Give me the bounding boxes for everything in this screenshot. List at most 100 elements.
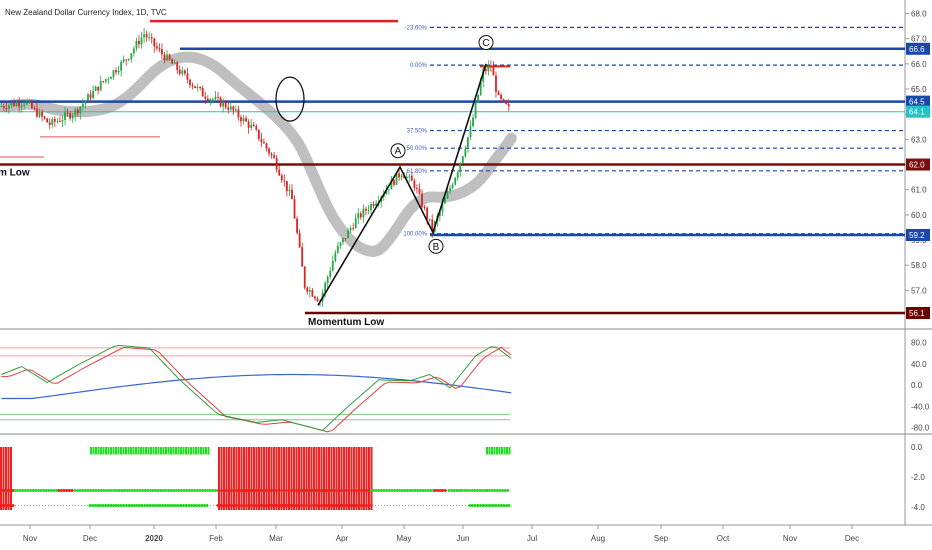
signal-dot bbox=[377, 489, 381, 492]
candle-body bbox=[365, 208, 367, 211]
signal-dot bbox=[161, 489, 165, 492]
histogram-bar bbox=[348, 447, 350, 510]
signal-dot bbox=[151, 489, 155, 492]
histogram-bar bbox=[253, 447, 255, 510]
price-badge bbox=[906, 95, 930, 108]
time-tick-label: Jun bbox=[457, 534, 470, 543]
signal-dot bbox=[488, 489, 492, 492]
signal-dot bbox=[336, 504, 340, 507]
candle-body bbox=[339, 242, 342, 247]
signal-dot bbox=[324, 489, 328, 492]
histogram-bar bbox=[325, 447, 328, 510]
time-tick-label: Nov bbox=[783, 534, 797, 543]
histogram-bar bbox=[235, 447, 238, 510]
candle-body bbox=[158, 48, 161, 50]
histogram-bar bbox=[95, 447, 97, 455]
signal-dot bbox=[443, 489, 447, 492]
histogram-bar bbox=[112, 447, 115, 455]
oscillator-1-tick-label: 0.0 bbox=[911, 381, 923, 390]
candle-body bbox=[61, 120, 64, 122]
signal-dot bbox=[256, 489, 260, 492]
signal-dot bbox=[96, 504, 100, 507]
candle-body bbox=[163, 54, 166, 61]
candle-body bbox=[469, 126, 472, 138]
signal-dot bbox=[133, 489, 137, 492]
signal-dot bbox=[86, 489, 90, 492]
signal-dot bbox=[176, 504, 180, 507]
signal-dot bbox=[347, 489, 351, 492]
candle-body bbox=[79, 106, 82, 114]
candle-body bbox=[69, 113, 72, 119]
candle-body bbox=[500, 94, 502, 100]
signal-dot bbox=[468, 489, 472, 492]
signal-dot bbox=[282, 489, 286, 492]
signal-dot bbox=[452, 489, 456, 492]
candle-body bbox=[247, 121, 250, 128]
signal-dot bbox=[489, 504, 493, 507]
signal-dot bbox=[193, 489, 197, 492]
candle-body bbox=[252, 124, 255, 127]
histogram-bar bbox=[195, 447, 197, 455]
candle-body bbox=[18, 102, 21, 107]
signal-dot bbox=[331, 489, 335, 492]
signal-dot bbox=[114, 504, 118, 507]
candle-body bbox=[331, 260, 334, 271]
candle-body bbox=[416, 187, 418, 189]
histogram-bar bbox=[197, 447, 200, 455]
candle-body bbox=[99, 81, 102, 91]
signal-dot bbox=[197, 504, 201, 507]
signal-dot bbox=[337, 489, 341, 492]
candle-body bbox=[125, 59, 128, 61]
candle-body bbox=[334, 252, 337, 261]
signal-dot bbox=[299, 504, 303, 507]
signal-dot bbox=[460, 489, 464, 492]
candle-body bbox=[64, 112, 66, 121]
signal-dot bbox=[344, 489, 348, 492]
signal-dot bbox=[486, 504, 490, 507]
histogram-bar bbox=[263, 447, 265, 510]
signal-dot bbox=[504, 504, 508, 507]
histogram-bar bbox=[250, 447, 253, 510]
signal-dot bbox=[250, 504, 254, 507]
histogram-bar bbox=[508, 447, 511, 455]
signal-dot bbox=[351, 504, 355, 507]
signal-dot bbox=[493, 489, 497, 492]
candle-body bbox=[349, 228, 352, 231]
histogram-bar bbox=[150, 447, 152, 455]
candle-body bbox=[296, 218, 298, 233]
signal-dot bbox=[294, 504, 298, 507]
candle-body bbox=[71, 115, 74, 119]
candle-body bbox=[38, 111, 41, 117]
signal-dot bbox=[405, 489, 409, 492]
signal-dot bbox=[367, 504, 371, 507]
signal-dot bbox=[264, 489, 268, 492]
histogram-bar bbox=[295, 447, 298, 510]
signal-dot bbox=[230, 489, 234, 492]
signal-dot bbox=[234, 504, 238, 507]
signal-dot bbox=[350, 489, 354, 492]
histogram-bar bbox=[100, 447, 102, 455]
price-badge-label: 64.1 bbox=[909, 108, 925, 117]
histogram-bar bbox=[167, 447, 170, 455]
candle-body bbox=[257, 129, 260, 140]
candle-body bbox=[212, 99, 214, 100]
signal-dot bbox=[421, 489, 425, 492]
candle-body bbox=[245, 118, 247, 122]
signal-dot bbox=[252, 504, 256, 507]
signal-dot bbox=[81, 489, 85, 492]
candle-body bbox=[168, 54, 171, 60]
candle-body bbox=[76, 109, 79, 114]
candle-body bbox=[454, 177, 457, 185]
histogram-bar bbox=[243, 447, 245, 510]
signal-dot bbox=[289, 504, 293, 507]
signal-dot bbox=[167, 489, 171, 492]
histogram-bar bbox=[165, 447, 167, 455]
signal-dot bbox=[232, 504, 236, 507]
signal-dot bbox=[150, 504, 154, 507]
candle-body bbox=[303, 266, 306, 288]
candle-body bbox=[155, 46, 158, 49]
candle-body bbox=[132, 48, 135, 54]
signal-dot bbox=[76, 489, 80, 492]
candle-body bbox=[431, 219, 434, 232]
signal-dot bbox=[481, 489, 485, 492]
